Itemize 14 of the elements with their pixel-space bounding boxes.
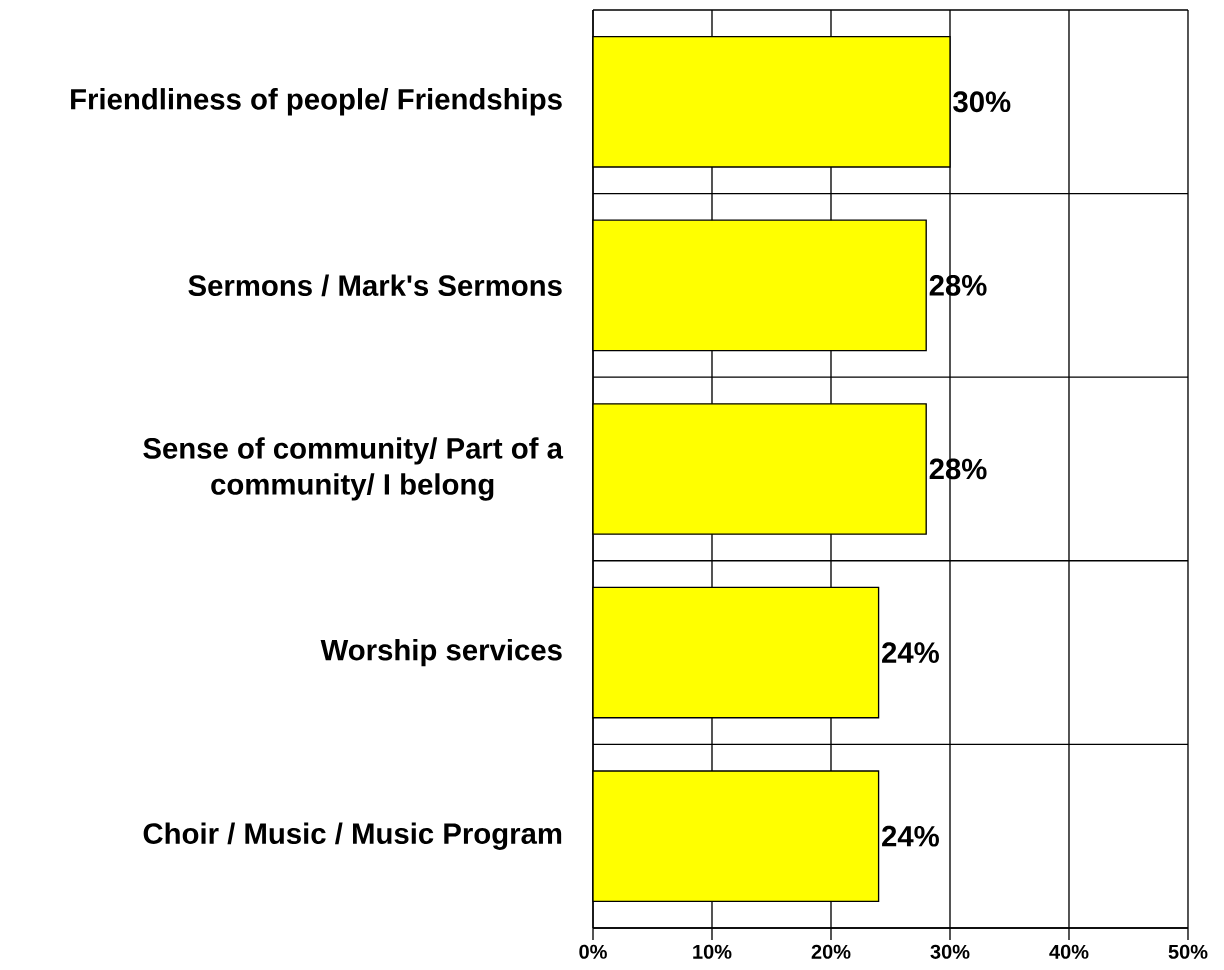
y-tick-label: Sense of community/ Part of a community/ I belong: [143, 437, 564, 501]
x-tick-label: 20%: [811, 944, 851, 959]
x-tick-label: 50%: [1168, 944, 1208, 959]
x-tick-label: 0%: [579, 944, 607, 959]
data-label: 24%: [882, 825, 939, 847]
y-tick-label: Choir / Music / Music Program: [143, 822, 562, 850]
x-tick-label: 10%: [693, 944, 732, 959]
y-tick-label: Friendliness of people/ Friendships: [71, 88, 562, 116]
data-label: 24%: [882, 642, 939, 663]
y-tick-label: Worship services: [320, 638, 562, 667]
x-tick-label: 30%: [930, 944, 970, 959]
data-label: 30%: [953, 91, 1011, 113]
x-tick-label: 40%: [1049, 944, 1089, 959]
y-tick-label: Sermons / Mark's Sermons: [188, 274, 562, 297]
